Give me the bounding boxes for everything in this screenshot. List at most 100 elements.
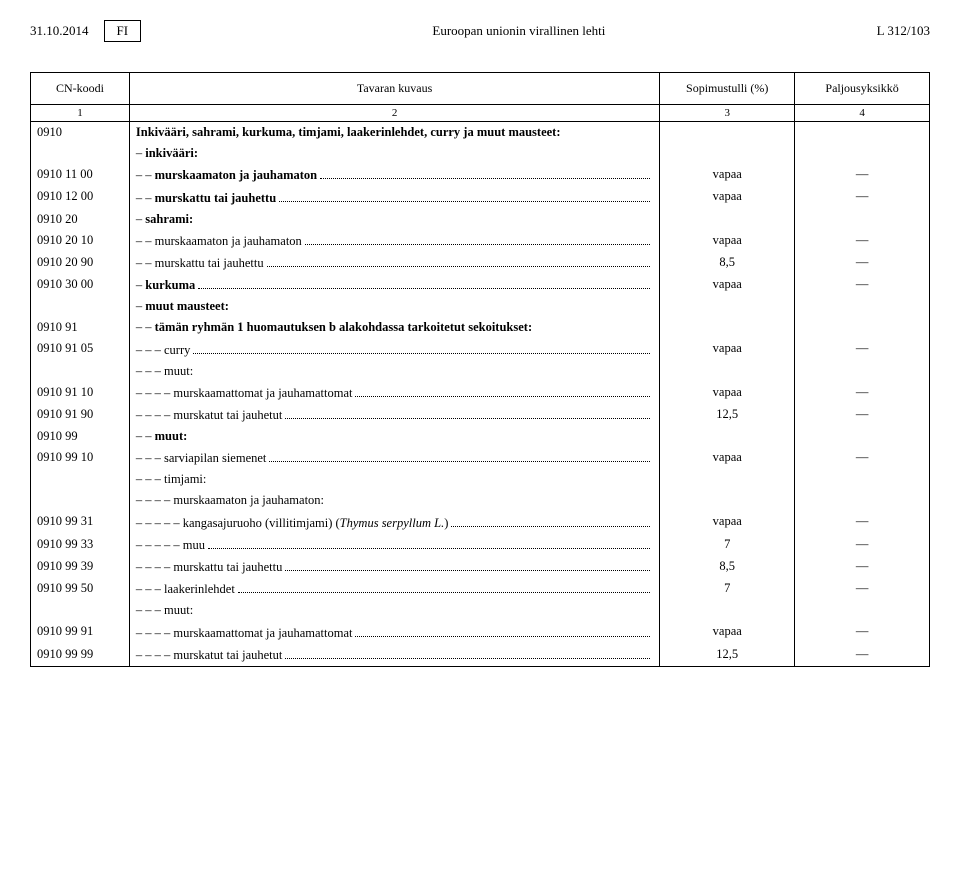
cell-unit	[795, 317, 930, 338]
table-row: 0910 91 05– – – curryvapaa—	[31, 338, 930, 360]
header-lang: FI	[104, 20, 142, 42]
table-row: 0910Inkivääri, sahrami, kurkuma, timjami…	[31, 122, 930, 144]
cell-unit: —	[795, 511, 930, 533]
cell-duty	[660, 490, 795, 511]
cell-desc: – – murskattu tai jauhettu	[129, 186, 659, 208]
cell-desc: – – – – – kangasajuruoho (villitimjami) …	[129, 511, 659, 533]
cell-code	[31, 143, 130, 164]
cell-desc: – – – sarviapilan siemenet	[129, 447, 659, 469]
table-row: 0910 99 99– – – – murskatut tai jauhetut…	[31, 644, 930, 667]
cell-duty: vapaa	[660, 621, 795, 643]
table-row: 0910 20 10– – murskaamaton ja jauhamaton…	[31, 230, 930, 252]
cell-duty	[660, 296, 795, 317]
cell-duty: vapaa	[660, 186, 795, 208]
cell-duty	[660, 469, 795, 490]
cell-duty: 8,5	[660, 556, 795, 578]
cell-unit: —	[795, 186, 930, 208]
cell-code: 0910	[31, 122, 130, 144]
cell-code: 0910 99 33	[31, 534, 130, 556]
cell-code: 0910 12 00	[31, 186, 130, 208]
col-num-1: 1	[31, 105, 130, 122]
cell-unit	[795, 209, 930, 230]
col-header-desc: Tavaran kuvaus	[129, 73, 659, 105]
cell-unit	[795, 469, 930, 490]
table-row: – – – – murskaamaton ja jauhamaton:	[31, 490, 930, 511]
cell-desc: – – – – murskaamattomat ja jauhamattomat	[129, 621, 659, 643]
cell-duty	[660, 600, 795, 621]
cell-desc: – – – muut:	[129, 600, 659, 621]
cell-duty	[660, 361, 795, 382]
cell-code: 0910 99 99	[31, 644, 130, 667]
cell-code: 0910 99 31	[31, 511, 130, 533]
header-title: Euroopan unionin virallinen lehti	[181, 23, 857, 39]
cell-code: 0910 99 10	[31, 447, 130, 469]
cell-code: 0910 91 90	[31, 404, 130, 426]
cell-duty: 12,5	[660, 404, 795, 426]
table-row: 0910 99 33– – – – – muu7—	[31, 534, 930, 556]
cell-desc: – – – – murskattu tai jauhettu	[129, 556, 659, 578]
tariff-table: CN-koodi Tavaran kuvaus Sopimustulli (%)…	[30, 72, 930, 667]
cell-unit: —	[795, 447, 930, 469]
table-row: 0910 91 10– – – – murskaamattomat ja jau…	[31, 382, 930, 404]
page-header: 31.10.2014 FI Euroopan unionin viralline…	[30, 20, 930, 42]
table-row: – – – muut:	[31, 361, 930, 382]
cell-desc: – – muut:	[129, 426, 659, 447]
cell-duty: vapaa	[660, 274, 795, 296]
cell-unit: —	[795, 578, 930, 600]
cell-desc: – – – laakerinlehdet	[129, 578, 659, 600]
cell-desc: – – murskaamaton ja jauhamaton	[129, 230, 659, 252]
cell-code	[31, 296, 130, 317]
cell-duty	[660, 317, 795, 338]
cell-duty: vapaa	[660, 230, 795, 252]
col-header-code: CN-koodi	[31, 73, 130, 105]
table-row: 0910 99 50– – – laakerinlehdet7—	[31, 578, 930, 600]
cell-duty	[660, 143, 795, 164]
cell-desc: – sahrami:	[129, 209, 659, 230]
cell-desc: Inkivääri, sahrami, kurkuma, timjami, la…	[129, 122, 659, 144]
cell-unit	[795, 600, 930, 621]
table-row: 0910 20 90– – murskattu tai jauhettu8,5—	[31, 252, 930, 274]
header-page: L 312/103	[877, 23, 930, 39]
cell-desc: – – – – – muu	[129, 534, 659, 556]
cell-unit: —	[795, 556, 930, 578]
cell-unit: —	[795, 338, 930, 360]
cell-code	[31, 490, 130, 511]
cell-code: 0910 99 39	[31, 556, 130, 578]
cell-duty	[660, 209, 795, 230]
col-header-duty: Sopimustulli (%)	[660, 73, 795, 105]
cell-unit	[795, 296, 930, 317]
cell-code: 0910 20	[31, 209, 130, 230]
cell-unit: —	[795, 621, 930, 643]
cell-desc: – – – – murskaamattomat ja jauhamattomat	[129, 382, 659, 404]
cell-duty: vapaa	[660, 164, 795, 186]
cell-code: 0910 91 05	[31, 338, 130, 360]
cell-duty: vapaa	[660, 511, 795, 533]
cell-duty: vapaa	[660, 447, 795, 469]
cell-unit	[795, 426, 930, 447]
cell-code: 0910 91	[31, 317, 130, 338]
table-row: 0910 99 39– – – – murskattu tai jauhettu…	[31, 556, 930, 578]
table-row: 0910 99– – muut:	[31, 426, 930, 447]
table-row: – – – muut:	[31, 600, 930, 621]
cell-duty: vapaa	[660, 338, 795, 360]
table-row: 0910 11 00– – murskaamaton ja jauhamaton…	[31, 164, 930, 186]
cell-code: 0910 99 91	[31, 621, 130, 643]
table-row: 0910 20– sahrami:	[31, 209, 930, 230]
cell-duty	[660, 426, 795, 447]
table-row: 0910 91– – tämän ryhmän 1 huomautuksen b…	[31, 317, 930, 338]
cell-desc: – – – – murskaamaton ja jauhamaton:	[129, 490, 659, 511]
cell-code: 0910 11 00	[31, 164, 130, 186]
table-row: – inkivääri:	[31, 143, 930, 164]
cell-unit: —	[795, 644, 930, 667]
cell-desc: – inkivääri:	[129, 143, 659, 164]
table-row: 0910 99 31– – – – – kangasajuruoho (vill…	[31, 511, 930, 533]
col-header-unit: Paljousyksikkö	[795, 73, 930, 105]
cell-desc: – – – muut:	[129, 361, 659, 382]
cell-code: 0910 20 10	[31, 230, 130, 252]
cell-duty: 7	[660, 578, 795, 600]
col-num-3: 3	[660, 105, 795, 122]
cell-unit: —	[795, 230, 930, 252]
table-row: 0910 99 91– – – – murskaamattomat ja jau…	[31, 621, 930, 643]
cell-desc: – – – – murskatut tai jauhetut	[129, 404, 659, 426]
cell-code	[31, 469, 130, 490]
